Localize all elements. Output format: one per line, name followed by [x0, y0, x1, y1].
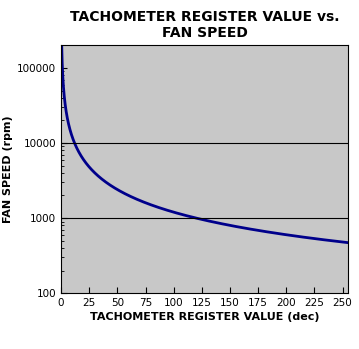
X-axis label: TACHOMETER REGISTER VALUE (dec): TACHOMETER REGISTER VALUE (dec)	[90, 312, 320, 322]
Y-axis label: FAN SPEED (rpm): FAN SPEED (rpm)	[3, 116, 13, 223]
Title: TACHOMETER REGISTER VALUE vs.
FAN SPEED: TACHOMETER REGISTER VALUE vs. FAN SPEED	[70, 10, 339, 40]
